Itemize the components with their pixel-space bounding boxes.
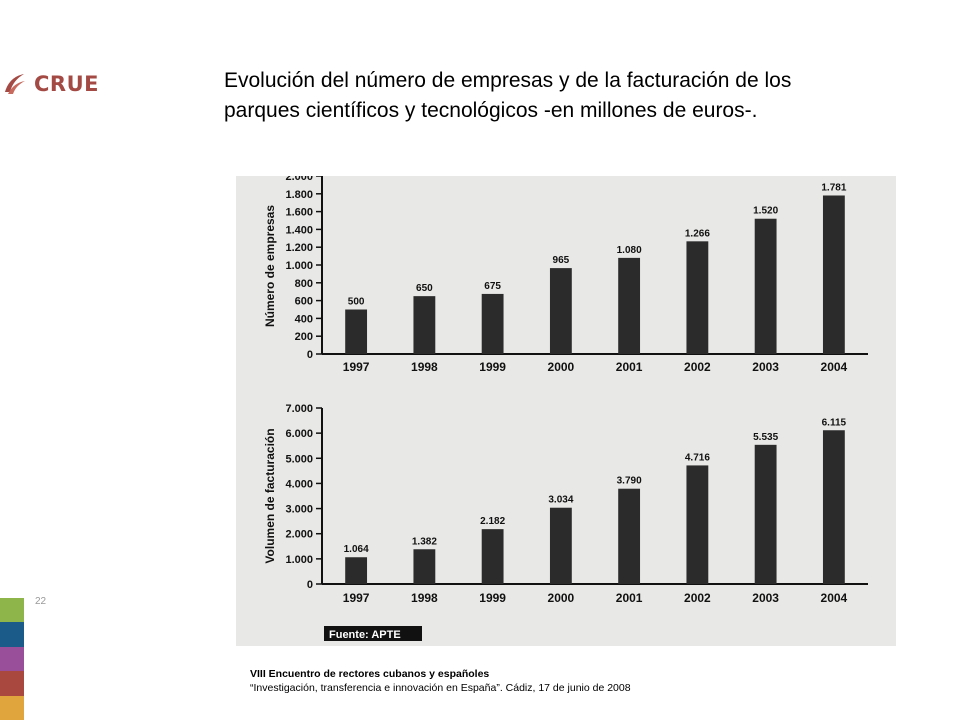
footer-subtitle: “Investigación, transferencia e innovaci…	[250, 682, 631, 694]
logo-text: CRUE	[34, 72, 99, 96]
bar	[754, 444, 777, 584]
crue-logo-icon	[5, 74, 25, 94]
footer: VIII Encuentro de rectores cubanos y esp…	[250, 667, 631, 695]
bar	[481, 529, 504, 584]
y-tick-label: 600	[295, 296, 313, 308]
y-tick-label: 400	[295, 313, 313, 325]
bar-value-label: 1.382	[412, 536, 437, 547]
bar	[413, 549, 436, 584]
bar-value-label: 675	[484, 281, 501, 292]
color-side-bar	[0, 598, 24, 720]
bar-value-label: 6.115	[822, 417, 847, 428]
bar	[549, 507, 572, 584]
bar	[481, 293, 504, 354]
bar-value-label: 4.716	[685, 452, 710, 463]
color-block-blue	[0, 622, 24, 647]
category-label: 2002	[684, 360, 711, 374]
category-label: 2003	[752, 360, 779, 374]
category-label: 1997	[343, 360, 370, 374]
category-label: 1997	[343, 591, 370, 605]
y-tick-label: 800	[295, 278, 313, 290]
crue-logo: CRUE	[2, 70, 99, 98]
bar-value-label: 965	[553, 255, 570, 266]
source-box	[324, 626, 422, 641]
y-tick-label: 0	[307, 579, 313, 591]
bar	[618, 488, 641, 584]
y-tick-label: 200	[295, 331, 313, 343]
bar-value-label: 500	[348, 297, 365, 308]
bar	[822, 195, 845, 354]
y-tick-label: 5.000	[285, 453, 313, 465]
category-label: 2001	[616, 360, 643, 374]
chart-source: Fuente: APTE	[329, 629, 401, 641]
bar	[686, 465, 709, 584]
y-tick-label: 6.000	[285, 428, 313, 440]
bar	[822, 430, 845, 584]
bar-value-label: 3.790	[617, 476, 642, 487]
category-label: 2004	[821, 591, 848, 605]
bar	[549, 268, 572, 354]
y-tick-label: 2.000	[285, 176, 313, 183]
bar-value-label: 1.266	[685, 228, 710, 239]
category-label: 1998	[411, 360, 438, 374]
chart-panel: 0 200 400 600 800 1.000 1.200 1.400 1.600 1.800 2.…	[236, 176, 896, 646]
category-label: 1998	[411, 591, 438, 605]
title-line-1: Evolución del número de empresas y de la…	[224, 69, 792, 92]
color-block-red	[0, 671, 24, 696]
footer-event: VIII Encuentro de rectores cubanos y esp…	[250, 668, 490, 680]
bar	[686, 241, 709, 354]
category-label: 1999	[479, 591, 506, 605]
bar-value-label: 3.034	[548, 495, 573, 506]
bar	[618, 257, 641, 354]
y-tick-label: 1.200	[285, 242, 313, 254]
y-tick-label: 0	[307, 349, 313, 361]
bar	[754, 218, 777, 354]
bar-value-label: 650	[416, 283, 433, 294]
bar-value-label: 2.182	[480, 516, 505, 527]
category-label: 2000	[548, 360, 575, 374]
bar	[413, 296, 436, 354]
y-tick-label: 1.400	[285, 224, 313, 236]
category-label: 2004	[821, 360, 848, 374]
y-tick-label: 1.000	[285, 260, 313, 272]
bar-charts: 0 200 400 600 800 1.000 1.200 1.400 1.600 1.800 2.…	[263, 176, 868, 641]
page-number: 22	[35, 596, 47, 607]
slide-title: Evolución del número de empresas y de la…	[224, 66, 914, 126]
category-label: 2002	[684, 591, 711, 605]
category-label: 2000	[548, 591, 575, 605]
y-tick-label: 1.800	[285, 189, 313, 201]
bar	[345, 557, 368, 584]
category-label: 2003	[752, 591, 779, 605]
y-tick-label: 1.600	[285, 207, 313, 219]
color-block-green	[0, 598, 24, 623]
color-block-purple	[0, 646, 24, 672]
bar-value-label: 1.064	[344, 544, 369, 555]
bar-value-label: 1.781	[821, 182, 846, 193]
color-block-orange	[0, 695, 24, 720]
y-tick-label: 3.000	[285, 504, 313, 516]
bar-value-label: 5.535	[753, 432, 778, 443]
y-tick-label: 2.000	[285, 529, 313, 541]
y-tick-label: 4.000	[285, 478, 313, 490]
category-label: 2001	[616, 591, 643, 605]
bar-value-label: 1.080	[617, 245, 642, 256]
y-axis-label: Número de empresas	[263, 205, 277, 327]
y-axis-label: Volumen de facturación	[263, 428, 277, 563]
bar	[345, 309, 368, 354]
category-label: 1999	[479, 360, 506, 374]
title-line-2: parques científicos y tecnológicos -en m…	[224, 99, 758, 122]
bar-value-label: 1.520	[753, 206, 778, 217]
y-tick-label: 1.000	[285, 554, 313, 566]
y-tick-label: 7.000	[285, 403, 313, 415]
